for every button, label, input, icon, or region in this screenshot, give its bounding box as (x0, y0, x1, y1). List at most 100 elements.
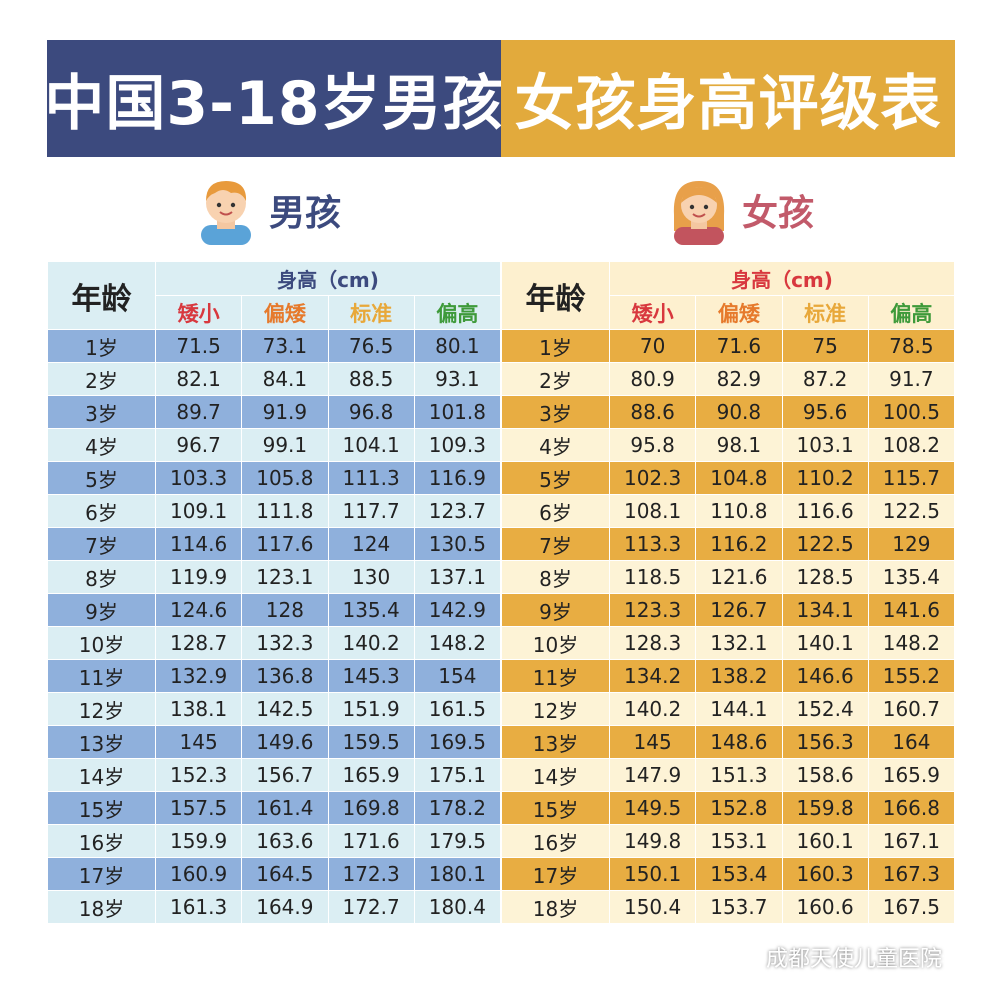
age-cell: 9岁 (47, 593, 156, 627)
table-row: 6岁 109.1 111.8 117.7 123.7 (47, 494, 502, 528)
height-cell: 122.5 (867, 494, 956, 528)
table-row: 12岁 140.2 144.1 152.4 160.7 (501, 692, 956, 726)
height-cell: 152.8 (695, 791, 783, 825)
age-cell: 5岁 (47, 461, 156, 495)
height-cell: 178.2 (413, 791, 502, 825)
height-cell: 172.3 (327, 857, 415, 891)
height-cell: 135.4 (327, 593, 415, 627)
age-cell: 13岁 (47, 725, 156, 759)
height-cell: 96.8 (327, 395, 415, 429)
height-cell: 128 (241, 593, 329, 627)
height-cell: 167.3 (867, 857, 956, 891)
table-row: 8岁 118.5 121.6 128.5 135.4 (501, 560, 956, 594)
age-cell: 11岁 (47, 659, 156, 693)
table-row: 6岁 108.1 110.8 116.6 122.5 (501, 494, 956, 528)
age-cell: 12岁 (47, 692, 156, 726)
height-cell: 145.3 (327, 659, 415, 693)
table-row: 1岁 70 71.6 75 78.5 (501, 329, 956, 363)
age-cell: 3岁 (47, 395, 156, 429)
table-row: 1岁 71.5 73.1 76.5 80.1 (47, 329, 502, 363)
table-row: 16岁 149.8 153.1 160.1 167.1 (501, 824, 956, 858)
table-row: 13岁 145 149.6 159.5 169.5 (47, 725, 502, 759)
tall-header: 偏高 (413, 295, 502, 330)
table-row: 7岁 113.3 116.2 122.5 129 (501, 527, 956, 561)
height-cell: 132.9 (154, 659, 243, 693)
height-cell: 104.1 (327, 428, 415, 462)
age-cell: 10岁 (501, 626, 610, 660)
age-cell: 9岁 (501, 593, 610, 627)
height-cell: 132.3 (241, 626, 329, 660)
height-cell: 116.6 (781, 494, 869, 528)
height-cell: 96.7 (154, 428, 243, 462)
height-cell: 128.7 (154, 626, 243, 660)
height-header: 身高（cm) (155, 261, 501, 296)
age-header: 年龄 (47, 261, 156, 330)
height-cell: 155.2 (867, 659, 956, 693)
height-cell: 150.1 (608, 857, 697, 891)
height-cell: 134.2 (608, 659, 697, 693)
height-cell: 145 (608, 725, 697, 759)
height-cell: 146.6 (781, 659, 869, 693)
height-cell: 109.1 (154, 494, 243, 528)
height-cell: 157.5 (154, 791, 243, 825)
age-cell: 8岁 (47, 560, 156, 594)
height-cell: 101.8 (413, 395, 502, 429)
table-row: 11岁 134.2 138.2 146.6 155.2 (501, 659, 956, 693)
table-row: 4岁 95.8 98.1 103.1 108.2 (501, 428, 956, 462)
height-cell: 82.9 (695, 362, 783, 396)
table-row: 18岁 161.3 164.9 172.7 180.4 (47, 890, 502, 924)
height-cell: 151.3 (695, 758, 783, 792)
height-cell: 129 (867, 527, 956, 561)
short-header: 矮小 (608, 295, 697, 330)
height-cell: 87.2 (781, 362, 869, 396)
age-cell: 13岁 (501, 725, 610, 759)
height-cell: 93.1 (413, 362, 502, 396)
height-cell: 136.8 (241, 659, 329, 693)
height-cell: 123.7 (413, 494, 502, 528)
title-right: 女孩身高评级表 (501, 40, 955, 157)
height-cell: 110.2 (781, 461, 869, 495)
height-cell: 88.5 (327, 362, 415, 396)
boys-height-table: 年龄 身高（cm) 矮小 偏矮 标准 偏高 1岁 71.5 73.1 76.5 80.1… (47, 261, 502, 924)
height-cell: 128.5 (781, 560, 869, 594)
age-cell: 1岁 (47, 329, 156, 363)
height-cell: 153.1 (695, 824, 783, 858)
table-row: 15岁 157.5 161.4 169.8 178.2 (47, 791, 502, 825)
height-cell: 152.3 (154, 758, 243, 792)
table-row: 9岁 124.6 128 135.4 142.9 (47, 593, 502, 627)
age-cell: 6岁 (47, 494, 156, 528)
boy-header: 男孩 (195, 170, 341, 250)
height-cell: 111.8 (241, 494, 329, 528)
table-row: 10岁 128.7 132.3 140.2 148.2 (47, 626, 502, 660)
watermark-text: 成都天使儿童医院 (766, 947, 943, 972)
height-cell: 88.6 (608, 395, 697, 429)
height-cell: 140.1 (781, 626, 869, 660)
height-cell: 122.5 (781, 527, 869, 561)
height-cell: 78.5 (867, 329, 956, 363)
height-cell: 148.6 (695, 725, 783, 759)
height-cell: 165.9 (327, 758, 415, 792)
height-cell: 84.1 (241, 362, 329, 396)
table-row: 8岁 119.9 123.1 130 137.1 (47, 560, 502, 594)
height-cell: 108.1 (608, 494, 697, 528)
age-cell: 15岁 (501, 791, 610, 825)
height-cell: 158.6 (781, 758, 869, 792)
height-cell: 108.2 (867, 428, 956, 462)
height-cell: 71.5 (154, 329, 243, 363)
lower-header: 偏矮 (241, 295, 329, 330)
height-cell: 161.4 (241, 791, 329, 825)
height-cell: 165.9 (867, 758, 956, 792)
height-cell: 160.7 (867, 692, 956, 726)
height-cell: 167.1 (867, 824, 956, 858)
table-row: 14岁 152.3 156.7 165.9 175.1 (47, 758, 502, 792)
age-cell: 7岁 (47, 527, 156, 561)
height-cell: 161.5 (413, 692, 502, 726)
height-cell: 114.6 (154, 527, 243, 561)
height-cell: 118.5 (608, 560, 697, 594)
girl-header: 女孩 (668, 170, 814, 250)
age-cell: 11岁 (501, 659, 610, 693)
table-row: 2岁 82.1 84.1 88.5 93.1 (47, 362, 502, 396)
wechat-icon (730, 945, 760, 968)
age-cell: 5岁 (501, 461, 610, 495)
table-row: 16岁 159.9 163.6 171.6 179.5 (47, 824, 502, 858)
